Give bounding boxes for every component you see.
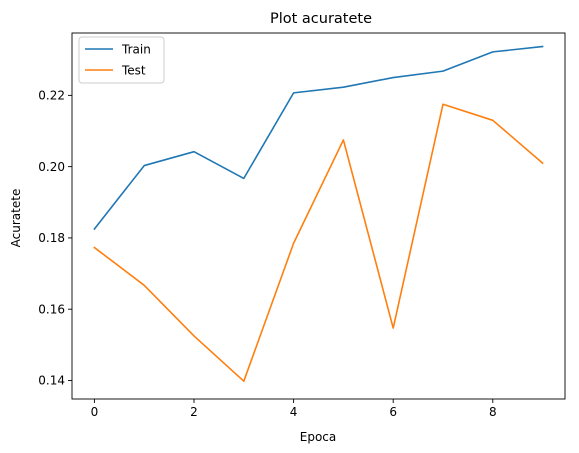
series-line-test xyxy=(93,103,544,382)
y-tick-label: 0.14 xyxy=(38,374,65,388)
x-tick-label: 6 xyxy=(389,405,397,419)
y-axis-title: Acuratete xyxy=(9,189,23,248)
series-line-train xyxy=(93,45,544,231)
y-tick-label: 0.18 xyxy=(38,231,65,245)
x-axis-title: Epoca xyxy=(300,430,337,444)
plot-frame xyxy=(71,32,566,400)
plot-area: 0 2 4 6 8 0.14 0.16 0.18 0.20 0.22 Train Test xyxy=(38,32,566,419)
y-tick-label: 0.16 xyxy=(38,302,65,316)
y-tick-label: 0.20 xyxy=(38,160,65,174)
x-tick-label: 2 xyxy=(190,405,198,419)
x-tick-label: 4 xyxy=(290,405,298,419)
x-tick-label: 8 xyxy=(489,405,497,419)
y-tick-label: 0.22 xyxy=(38,89,65,103)
chart-title: Plot acuratete xyxy=(270,11,372,27)
x-tick-label: 0 xyxy=(91,405,99,419)
legend-label-test: Test xyxy=(121,64,146,78)
legend-label-train: Train xyxy=(121,43,151,57)
